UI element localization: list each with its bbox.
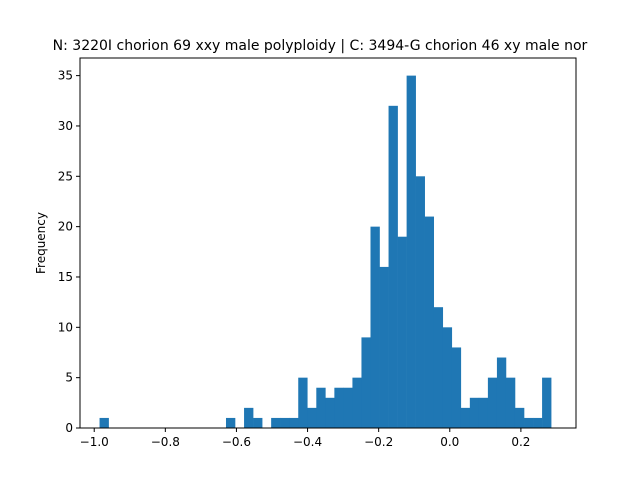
histogram-bar — [533, 417, 543, 428]
x-tick-label: −0.6 — [222, 435, 251, 449]
histogram-bar — [524, 417, 534, 428]
y-tick-label: 25 — [58, 169, 73, 183]
histogram-bar — [316, 387, 326, 428]
x-tick-label: −0.2 — [364, 435, 393, 449]
x-tick-label: −0.8 — [151, 435, 180, 449]
plot-frame — [79, 57, 577, 429]
histogram-bar — [225, 417, 236, 428]
histogram-bar — [478, 397, 489, 428]
histogram-bar — [451, 347, 462, 428]
histogram-bar — [415, 176, 425, 428]
x-tick-label: 0.2 — [511, 435, 530, 449]
x-axis-ticks: −1.0 −0.8 −0.6 −0.4 −0.2 0.0 0.2 — [80, 428, 530, 449]
x-tick-label: −1.0 — [80, 435, 109, 449]
y-tick-label: 15 — [58, 270, 73, 284]
histogram-bar — [469, 397, 480, 428]
histogram-bar — [253, 417, 263, 428]
y-axis-ticks: 0 5 10 15 20 25 30 35 — [58, 69, 80, 435]
y-tick-label: 0 — [65, 421, 73, 435]
histogram-bar — [496, 357, 507, 428]
histogram-bar — [542, 377, 552, 428]
histogram-bar — [487, 377, 498, 428]
histogram-bar — [325, 397, 335, 428]
histogram-bar — [361, 337, 371, 428]
x-tick-label: 0.0 — [440, 435, 459, 449]
histogram-bar — [289, 417, 299, 428]
histogram-bar — [433, 307, 444, 428]
histogram-bar — [352, 377, 362, 428]
y-tick-label: 5 — [65, 371, 73, 385]
histogram-bars — [99, 75, 552, 429]
x-tick-label: −0.4 — [293, 435, 322, 449]
histogram-bar — [244, 407, 254, 428]
y-tick-label: 35 — [58, 69, 73, 83]
histogram-bar — [406, 75, 416, 428]
histogram-bar — [370, 226, 380, 428]
histogram-bar — [514, 407, 525, 428]
histogram-bar — [397, 236, 407, 428]
histogram-bar — [334, 387, 344, 428]
histogram-bar — [99, 417, 109, 428]
y-tick-label: 20 — [58, 220, 73, 234]
histogram-bar — [379, 266, 389, 428]
histogram-bar — [388, 105, 398, 429]
histogram-bar — [424, 216, 435, 428]
histogram-bar — [442, 327, 453, 428]
histogram-bar — [460, 407, 471, 428]
histogram-bar — [307, 407, 317, 428]
chart-title: N: 3220I chorion 69 xxy male polyploidy … — [53, 38, 588, 54]
histogram-bar — [343, 387, 353, 428]
y-tick-label: 10 — [58, 320, 73, 334]
histogram-bar — [280, 417, 290, 428]
histogram-bar — [271, 417, 281, 428]
histogram-bar — [505, 377, 516, 428]
y-axis-label: Frequency — [34, 212, 48, 274]
y-tick-label: 30 — [58, 119, 73, 133]
histogram-bar — [298, 377, 308, 428]
